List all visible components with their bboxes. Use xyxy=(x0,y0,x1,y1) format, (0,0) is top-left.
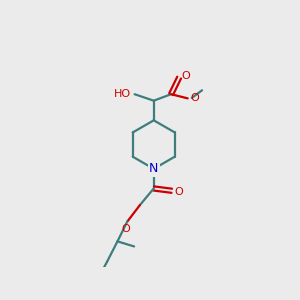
Text: O: O xyxy=(190,93,199,103)
Text: O: O xyxy=(122,224,130,235)
Text: O: O xyxy=(174,187,183,197)
Text: HO: HO xyxy=(113,88,131,98)
Text: N: N xyxy=(149,162,158,175)
Text: O: O xyxy=(182,71,190,81)
